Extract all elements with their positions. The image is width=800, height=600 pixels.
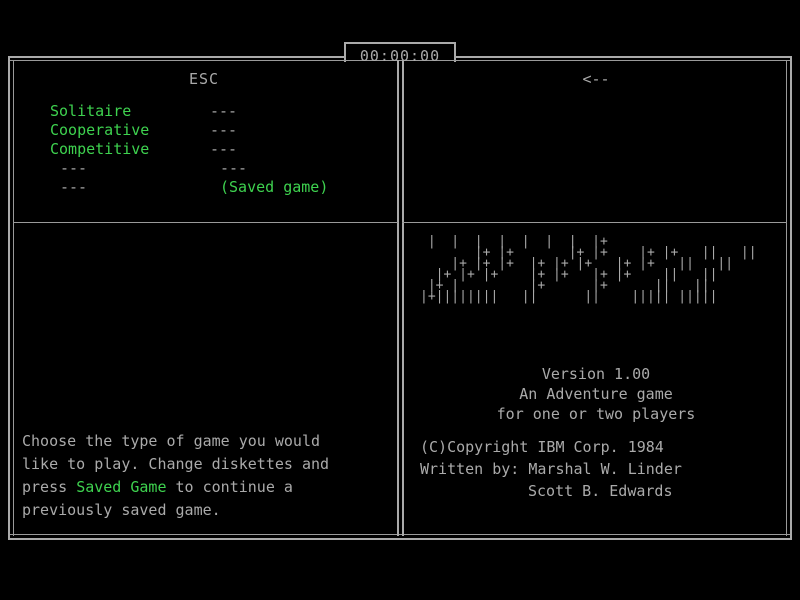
arrow-panel: <-- — [404, 62, 788, 218]
divider-vertical-left — [397, 60, 399, 536]
esc-header-label: ESC — [188, 70, 220, 88]
menu-item-solitaire-label: Solitaire — [50, 102, 132, 120]
divider-horizontal-left — [13, 222, 398, 223]
frame-right — [790, 56, 792, 540]
help-line-2: like to play. Change diskettes and — [22, 455, 330, 473]
menu-item-blank-1-dashes: --- — [220, 159, 248, 177]
frame-top-left — [8, 56, 344, 58]
frame-top-right-inner — [456, 60, 790, 61]
timer-notch-left — [344, 42, 346, 62]
help-saved-game-highlight: Saved Game — [76, 478, 167, 496]
help-text: Choose the type of game you would like t… — [22, 430, 388, 522]
menu-item-cooperative-dashes: --- — [210, 121, 238, 139]
menu-item-solitaire[interactable]: Solitaire --- — [50, 102, 394, 121]
timer-notch-right — [454, 42, 456, 62]
menu-item-blank-1[interactable]: --- --- — [50, 159, 394, 178]
help-press-word: press — [22, 478, 77, 496]
written-by-label: Written by: Marshal W. Linder — [420, 460, 682, 478]
frame-top-right — [456, 56, 792, 58]
frame-right-inner — [786, 60, 787, 536]
divider-horizontal-right — [402, 222, 787, 223]
divider-vertical-right — [402, 60, 404, 536]
frame-bottom-inner — [10, 534, 790, 535]
frame-bottom — [8, 538, 792, 540]
subtitle-line-2: for one or two players — [496, 405, 696, 423]
menu-item-blank-1-label: --- — [60, 159, 88, 177]
menu-item-saved-game-label: --- — [60, 178, 88, 196]
help-line-4: previously saved game. — [22, 501, 221, 519]
menu-item-competitive-dashes: --- — [210, 140, 238, 158]
version-label: Version 1.00 — [541, 365, 651, 383]
copyright-label: (C)Copyright IBM Corp. 1984 — [420, 438, 664, 456]
frame-top-left-inner — [10, 60, 344, 61]
frame-left — [8, 56, 10, 540]
menu-item-cooperative[interactable]: Cooperative --- — [50, 121, 394, 140]
help-line-1: Choose the type of game you would — [22, 432, 321, 450]
menu-item-saved-game-value: (Saved game) — [220, 178, 329, 196]
menu-item-competitive-label: Competitive — [50, 140, 150, 158]
help-line-3-rest: to continue a — [166, 478, 293, 496]
help-panel: Choose the type of game you would like t… — [14, 228, 394, 536]
title-panel: | | | | | | | |+ |+ |+ |+ |+ |+ |+ || ||… — [404, 228, 788, 536]
timer-notch-bottom — [344, 60, 456, 61]
game-logo-ascii-art: | | | | | | | |+ |+ |+ |+ |+ |+ |+ || ||… — [420, 234, 757, 304]
frame-left-inner — [13, 60, 14, 536]
menu-panel: ESC Solitaire --- Cooperative --- Compet… — [14, 62, 394, 218]
menu-item-solitaire-dashes: --- — [210, 102, 238, 120]
timer-notch-top — [344, 42, 456, 44]
subtitle-line-1: An Adventure game — [519, 385, 673, 403]
menu-item-competitive[interactable]: Competitive --- — [50, 140, 394, 159]
menu-item-saved-game[interactable]: --- (Saved game) — [50, 178, 394, 197]
game-type-menu: Solitaire --- Cooperative --- Competitiv… — [14, 102, 394, 197]
author-second-label: Scott B. Edwards — [528, 482, 673, 500]
back-arrow-icon[interactable]: <-- — [582, 70, 610, 88]
game-timer: 00:00:00 — [359, 47, 441, 65]
menu-item-cooperative-label: Cooperative — [50, 121, 150, 139]
version-block: Version 1.00 An Adventure game for one o… — [404, 364, 788, 424]
credit-block: (C)Copyright IBM Corp. 1984 Written by: … — [420, 436, 788, 502]
